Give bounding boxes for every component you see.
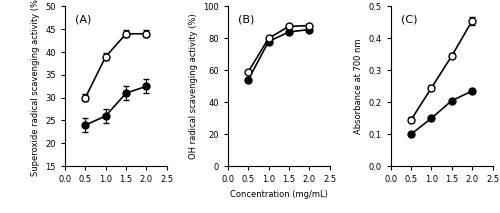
Y-axis label: OH radical scavenging activity (%): OH radical scavenging activity (%) [188,13,198,159]
Text: (C): (C) [401,14,417,24]
Text: (A): (A) [75,14,92,24]
Text: (B): (B) [238,14,254,24]
Y-axis label: Absorbance at 700 nm: Absorbance at 700 nm [354,39,363,134]
Y-axis label: Superoxide radical scavenging activity (%): Superoxide radical scavenging activity (… [31,0,40,176]
X-axis label: Concentration (mg/mL): Concentration (mg/mL) [230,190,328,199]
